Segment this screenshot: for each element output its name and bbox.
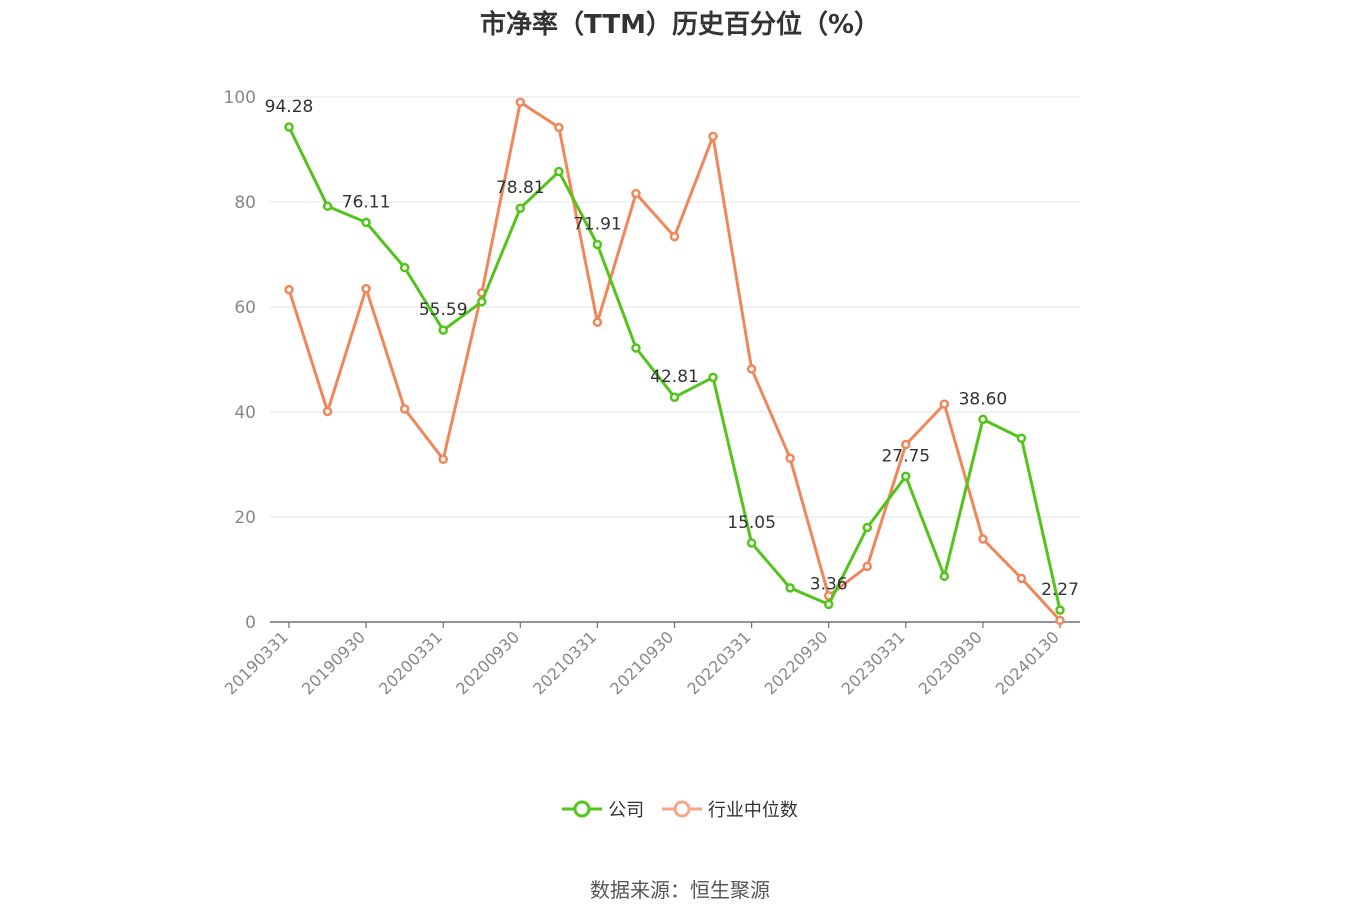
company-point-20211231 [708,372,718,383]
industry-point-20221231 [862,561,872,572]
company-data-label-20200331: 55.59 [419,300,468,320]
company-point-20231231 [1016,433,1027,443]
company-data-label-20220331: 15.05 [727,513,776,533]
x-tick-label-20210331: 20210331 [529,627,600,698]
legend-item-company[interactable]: 公司 [562,796,644,822]
data-labels: 94.28 76.11 55.59 78.81 71.91 42.81 15.05 3.36 2… [265,97,1079,600]
data-source: 数据来源：恒生聚源 [590,878,770,902]
x-tick-label-20220930: 20220930 [761,627,832,698]
company-point-20220930 [823,599,834,610]
company-point-20210630 [631,343,641,353]
legend-item-industry[interactable]: 行业中位数 [661,796,798,822]
legend-label-company: 公司 [608,800,645,821]
company-point-20230930 [978,414,988,425]
x-tick-label-20230331: 20230331 [838,627,909,698]
x-axis: 20190331 20190930 20200331 20200930 20210331… [221,621,1080,698]
industry-point-20210331 [592,317,603,327]
industry-point-20240130 [1055,615,1065,626]
company-point-20210331 [592,239,603,250]
industry-series-line [287,100,1062,622]
industry-point-20230930 [978,534,988,544]
company-point-20210930 [669,392,680,402]
company-point-20220630 [785,583,795,593]
company-point-20221231 [862,522,872,533]
industry-point-20210630 [631,188,641,199]
industry-point-20220331 [746,364,757,374]
x-tick-label-20240130: 20240130 [992,627,1063,698]
company-data-label-20200930: 78.81 [496,178,545,198]
y-tick-label-80: 80 [234,193,256,213]
x-tick-label-20210930: 20210930 [606,627,677,698]
industry-point-20190930 [361,283,371,294]
company-point-20190930 [361,217,371,228]
y-tick-label-20: 20 [234,508,256,528]
company-point-20201231 [554,166,564,177]
company-point-20190630 [322,201,333,211]
company-data-label-20190331: 94.28 [265,97,314,117]
industry-point-20231231 [1016,573,1027,584]
industry-point-20200331 [438,454,448,464]
chart-title: 市净率（TTM）历史百分位（%） [480,10,880,40]
x-tick-label-20190930: 20190930 [298,627,369,698]
company-point-20191231 [399,262,410,273]
x-tick-label-20190331: 20190331 [221,627,292,698]
company-point-20220331 [746,538,757,548]
series-lines [284,97,1065,626]
x-tick-label-20230930: 20230930 [915,627,986,698]
company-point-20190331 [284,122,294,132]
company-point-20230331 [901,471,911,482]
x-tick-label-20220331: 20220331 [683,627,754,698]
x-tick-label-20200930: 20200930 [452,627,523,698]
company-data-label-20230930: 38.60 [959,389,1008,409]
company-data-label-20190930: 76.11 [342,192,391,212]
y-tick-label-40: 40 [234,403,256,423]
company-data-label-20240130: 2.27 [1041,580,1079,600]
y-axis: 0 20 40 60 80 100 [224,88,256,633]
y-tick-label-0: 0 [245,613,256,633]
company-data-label-20210331: 71.91 [573,214,622,234]
industry-point-20190331 [284,284,294,295]
industry-point-20191231 [399,404,410,414]
company-point-20240130 [1055,605,1065,615]
legend: 公司 行业中位数 [0,796,1360,824]
industry-point-20230630 [939,399,950,409]
company-point-20230630 [939,571,950,582]
industry-point-20190630 [322,406,333,417]
company-point-20200331 [438,325,448,335]
industry-point-20220630 [785,453,795,463]
industry-point-20210930 [669,231,680,242]
company-data-label-20210930: 42.81 [650,367,699,387]
company-data-label-20220930: 3.36 [810,574,848,594]
company-data-label-20230331: 27.75 [881,446,930,466]
industry-point-20211231 [708,131,718,142]
industry-point-20230331 [901,439,911,450]
legend-label-industry: 行业中位数 [707,800,798,821]
industry-point-20200930 [515,97,526,107]
company-point-20200630 [477,297,487,307]
legend-company-line-icon [562,800,603,818]
y-tick-label-100: 100 [224,88,256,108]
y-tick-label-60: 60 [234,298,256,318]
company-point-20200930 [515,203,526,213]
industry-point-20201231 [554,122,564,133]
x-tick-label-20200331: 20200331 [375,627,446,698]
legend-industry-line-icon [661,800,702,818]
